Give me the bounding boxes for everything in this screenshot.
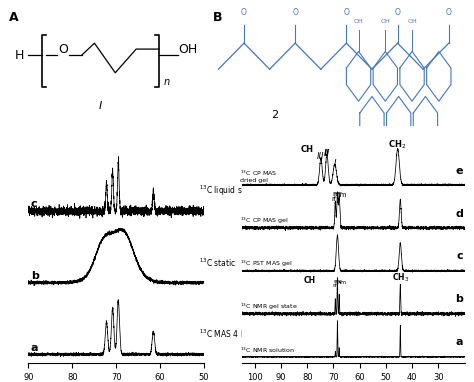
Text: 2: 2 (271, 110, 278, 120)
Text: rr: rr (332, 283, 337, 288)
Text: CH$_3$: CH$_3$ (392, 271, 409, 284)
Text: b: b (456, 295, 463, 304)
Text: CH$_2$: CH$_2$ (389, 138, 407, 151)
Text: OH: OH (354, 19, 364, 24)
Text: $^{13}$C static: $^{13}$C static (200, 256, 237, 269)
Text: II: II (324, 149, 330, 158)
Text: $^{13}$C liquid state: $^{13}$C liquid state (200, 184, 258, 198)
Text: $^{13}$C MAS 4 kHz: $^{13}$C MAS 4 kHz (200, 328, 256, 340)
Text: A: A (9, 11, 18, 24)
Text: CH: CH (301, 145, 314, 154)
Text: O: O (292, 8, 298, 17)
Text: B: B (213, 11, 223, 24)
Text: O: O (446, 8, 452, 17)
Text: OH: OH (407, 19, 417, 24)
Text: a: a (31, 343, 38, 353)
Text: mr: mr (333, 191, 342, 197)
Text: mr: mr (333, 279, 342, 284)
Text: O: O (344, 8, 349, 17)
Text: OH: OH (179, 42, 198, 56)
Text: $^{13}$C NMR gel state: $^{13}$C NMR gel state (240, 302, 298, 312)
Text: d: d (456, 209, 463, 219)
Text: b: b (31, 271, 38, 281)
Text: $^{13}$C PST MAS gel: $^{13}$C PST MAS gel (240, 259, 293, 269)
Text: a: a (456, 337, 463, 348)
Text: $^{13}$C CP MAS gel: $^{13}$C CP MAS gel (240, 216, 289, 226)
Text: I: I (99, 101, 102, 111)
Text: H: H (15, 49, 24, 62)
Text: OH: OH (381, 19, 390, 24)
Text: c: c (31, 199, 37, 209)
Text: e: e (456, 165, 463, 176)
Text: CH: CH (304, 276, 316, 285)
Text: III: III (317, 152, 324, 162)
Text: O: O (58, 42, 68, 56)
Text: c: c (456, 251, 463, 262)
Text: O: O (395, 8, 401, 17)
Text: $^{13}$C NMR solution: $^{13}$C NMR solution (240, 346, 295, 355)
Text: mm: mm (334, 280, 346, 285)
Text: I: I (334, 159, 336, 168)
Text: n: n (163, 77, 169, 87)
Text: O: O (241, 8, 247, 17)
Text: rr: rr (332, 196, 337, 202)
Text: $^{13}$C CP MAS
dried gel: $^{13}$C CP MAS dried gel (240, 168, 278, 183)
Text: mm: mm (333, 192, 347, 198)
